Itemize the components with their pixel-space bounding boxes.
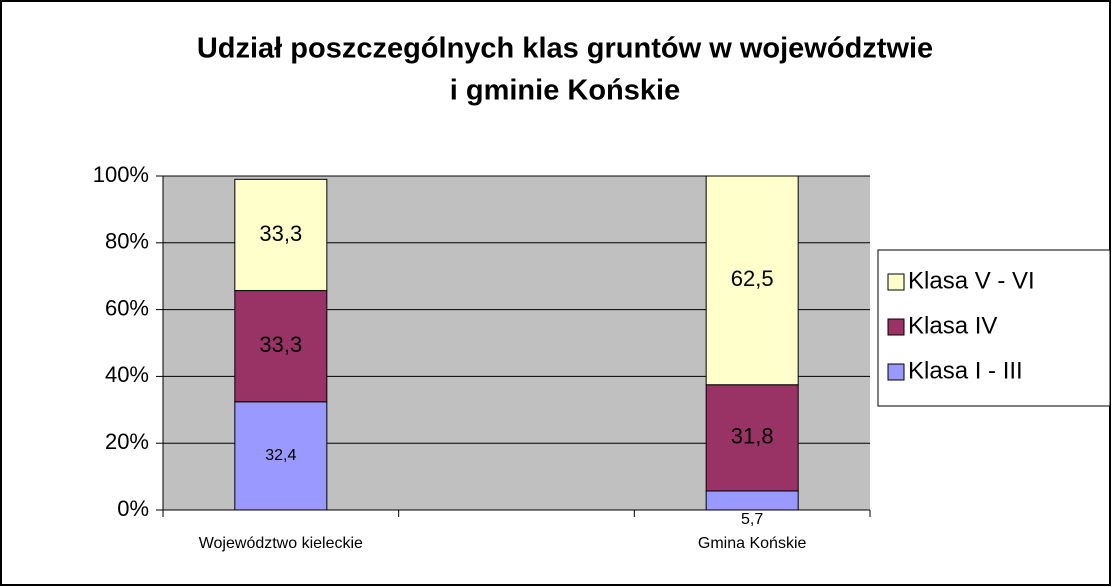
bar-segment [234, 178, 328, 292]
x-tick-label: Gmina Końskie [698, 535, 807, 552]
bar-segment [705, 384, 799, 492]
y-tick-label: 40% [105, 362, 149, 387]
legend-label: Klasa IV [908, 312, 997, 339]
data-label: 5,7 [741, 511, 763, 528]
data-label: 33,3 [259, 332, 302, 357]
legend-label: Klasa V - VI [908, 267, 1035, 294]
y-tick-label: 20% [105, 429, 149, 454]
legend-swatch [887, 318, 905, 336]
data-label: 62,5 [731, 266, 774, 291]
y-tick-label: 100% [93, 162, 149, 187]
bar-segment [705, 490, 799, 511]
legend-swatch [887, 273, 905, 291]
legend-box [877, 249, 1111, 407]
bar-segment [234, 401, 328, 511]
chart-title: i gminie Końskie [450, 75, 680, 107]
y-tick-label: 80% [105, 229, 149, 254]
chart-title: Udział poszczególnych klas gruntów w woj… [197, 33, 933, 65]
data-label: 32,4 [265, 447, 296, 464]
y-tick-label: 60% [105, 295, 149, 320]
data-label: 31,8 [731, 424, 774, 449]
legend-label: Klasa I - III [908, 357, 1023, 384]
legend-swatch [887, 363, 905, 381]
y-tick-label: 0% [117, 496, 149, 521]
x-tick-label: Województwo kieleckie [199, 535, 363, 552]
bar-segment [705, 175, 799, 386]
data-label: 33,3 [259, 221, 302, 246]
